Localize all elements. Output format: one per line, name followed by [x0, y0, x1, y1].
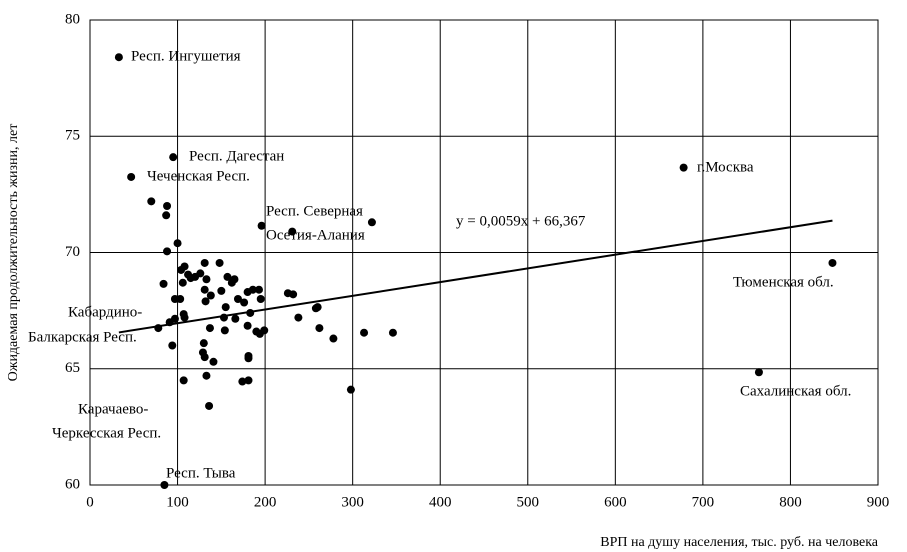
point [254, 285, 263, 294]
point [244, 376, 253, 385]
x-tick-label: 100 [166, 494, 189, 510]
y-tick-label: 75 [65, 128, 80, 144]
point [169, 153, 178, 162]
point [346, 385, 355, 394]
point [163, 247, 172, 256]
point [679, 163, 688, 172]
point [294, 313, 303, 322]
point [220, 326, 229, 335]
annotation: Сахалинская обл. [740, 383, 851, 399]
x-tick-label: 400 [429, 494, 452, 510]
point [114, 53, 123, 62]
point [202, 275, 211, 284]
annotation: Карачаево- [78, 401, 148, 417]
annotation: Кабардино- [68, 304, 142, 320]
point [159, 279, 168, 288]
point [230, 275, 239, 284]
point [388, 328, 397, 337]
point [244, 354, 253, 363]
annotation: Черкесская Респ. [52, 425, 161, 441]
point [202, 371, 211, 380]
annotation: Чеченская Респ. [147, 168, 250, 184]
point [246, 308, 255, 317]
x-tick-label: 800 [779, 494, 802, 510]
point [828, 258, 837, 267]
point [217, 286, 226, 295]
trendline-label: y = 0,0059x + 66,367 [456, 213, 586, 229]
point [191, 272, 200, 281]
point [219, 313, 228, 322]
point [154, 324, 163, 333]
point [178, 278, 187, 287]
point [162, 211, 171, 220]
x-tick-label: 500 [517, 494, 540, 510]
y-tick-label: 80 [65, 11, 80, 27]
annotation: Тюменская обл. [733, 274, 834, 290]
point [168, 341, 177, 350]
point [233, 295, 242, 303]
y-tick-label: 70 [65, 244, 80, 260]
y-tick-label: 65 [65, 360, 80, 376]
annotation: г.Москва [697, 159, 754, 175]
point [147, 197, 156, 206]
x-tick-label: 900 [867, 494, 890, 510]
point [329, 334, 338, 343]
x-tick-label: 0 [86, 494, 94, 510]
x-tick-label: 600 [604, 494, 627, 510]
point [257, 221, 266, 230]
x-tick-label: 700 [692, 494, 715, 510]
point [223, 272, 232, 281]
point [199, 339, 208, 348]
point [163, 202, 172, 210]
point [209, 357, 218, 366]
point [205, 324, 214, 333]
point [288, 227, 297, 236]
point [200, 258, 209, 267]
point [176, 295, 185, 303]
point [231, 314, 240, 323]
annotation: Осетия-Алания [266, 227, 365, 243]
point [205, 401, 214, 410]
point [243, 321, 252, 330]
point [206, 291, 215, 300]
annotation: Респ. Северная [266, 203, 363, 219]
annotation: Балкарская Респ. [28, 329, 137, 345]
point [256, 295, 265, 303]
point [165, 318, 174, 327]
point [313, 303, 322, 312]
point [248, 285, 257, 294]
point [238, 377, 247, 386]
point [200, 285, 209, 294]
point [240, 298, 249, 307]
point [180, 313, 189, 322]
point [215, 258, 224, 267]
point [367, 218, 376, 227]
point [221, 303, 230, 312]
trendline [118, 219, 833, 334]
annotation: Респ. Дагестан [189, 148, 284, 164]
point [179, 376, 188, 385]
point [127, 172, 136, 181]
y-axis-title: Ожидаемая продолжительность жизни, лет [6, 124, 21, 382]
point [173, 239, 182, 248]
point [360, 328, 369, 337]
annotation: Респ. Ингушетия [131, 48, 241, 64]
point [160, 481, 169, 489]
point [315, 324, 324, 333]
point [177, 265, 186, 274]
x-tick-label: 200 [254, 494, 277, 510]
point [754, 368, 763, 377]
point [200, 353, 209, 362]
point [255, 329, 264, 338]
y-tick-label: 60 [65, 476, 80, 492]
x-axis-title: ВРП на душу населения, тыс. руб. на чело… [600, 535, 879, 550]
point [201, 297, 210, 306]
point [289, 290, 298, 299]
x-tick-label: 300 [341, 494, 364, 510]
annotation: Респ. Тыва [166, 465, 236, 481]
plot-frame [89, 19, 879, 486]
